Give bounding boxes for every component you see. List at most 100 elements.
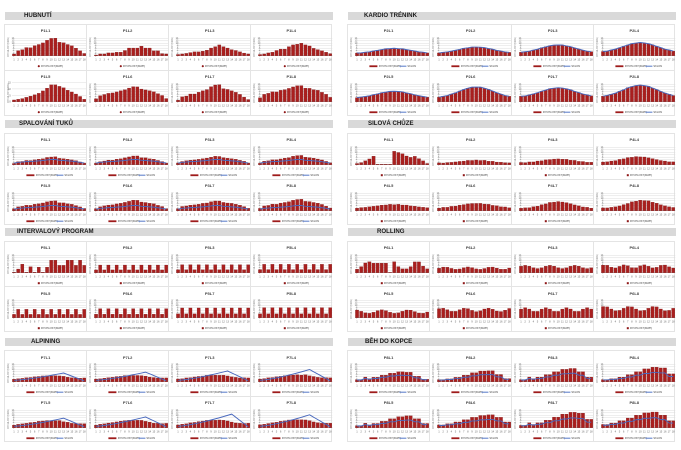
svg-text:13: 13 xyxy=(226,103,229,107)
svg-text:9: 9 xyxy=(553,58,555,62)
svg-text:16: 16 xyxy=(157,274,160,278)
svg-text:4: 4 xyxy=(95,312,97,315)
svg-text:8: 8 xyxy=(177,371,179,374)
svg-text:6: 6 xyxy=(34,212,36,216)
svg-text:8: 8 xyxy=(206,430,208,434)
svg-text:13: 13 xyxy=(651,320,654,324)
svg-text:9: 9 xyxy=(293,430,295,434)
svg-text:8: 8 xyxy=(549,274,551,278)
svg-text:2: 2 xyxy=(17,167,19,171)
svg-text:12: 12 xyxy=(58,320,61,324)
svg-text:4: 4 xyxy=(451,58,453,62)
svg-text:2: 2 xyxy=(13,269,15,272)
svg-text:8: 8 xyxy=(13,261,15,264)
svg-text:11: 11 xyxy=(479,167,482,171)
svg-text:18: 18 xyxy=(426,384,429,388)
svg-text:9: 9 xyxy=(471,167,473,171)
svg-text:7: 7 xyxy=(202,212,204,216)
svg-text:RYCHLOST(KM/H): RYCHLOST(KM/H) xyxy=(433,254,435,274)
svg-text:10: 10 xyxy=(475,103,478,107)
svg-text:RYCHLOST(KM/H): RYCHLOST(KM/H) xyxy=(287,110,309,114)
svg-text:4: 4 xyxy=(438,421,440,424)
svg-text:8: 8 xyxy=(631,320,633,324)
svg-text:14: 14 xyxy=(573,274,576,278)
svg-text:16: 16 xyxy=(582,212,585,216)
svg-text:3: 3 xyxy=(365,167,367,171)
svg-text:RYCHLOST(KM/H): RYCHLOST(KM/H) xyxy=(205,64,227,68)
svg-text:11: 11 xyxy=(561,103,564,107)
svg-text:7: 7 xyxy=(463,430,465,434)
svg-text:SKLON: SKLON xyxy=(64,390,73,394)
svg-text:18: 18 xyxy=(83,384,86,388)
svg-text:SKLON: SKLON xyxy=(311,173,320,177)
svg-text:7: 7 xyxy=(545,58,547,62)
svg-text:12: 12 xyxy=(222,320,225,324)
svg-text:15: 15 xyxy=(660,167,663,171)
svg-text:14: 14 xyxy=(12,37,15,40)
svg-text:10: 10 xyxy=(296,274,299,278)
svg-text:4: 4 xyxy=(26,167,28,171)
svg-text:RYCHLOST(KM/H): RYCHLOST(KM/H) xyxy=(254,83,256,103)
svg-text:4: 4 xyxy=(533,58,535,62)
svg-text:9: 9 xyxy=(553,167,555,171)
svg-text:18: 18 xyxy=(247,212,250,216)
svg-text:12: 12 xyxy=(94,149,97,152)
svg-text:13: 13 xyxy=(569,274,572,278)
svg-text:4: 4 xyxy=(108,384,110,388)
svg-text:12: 12 xyxy=(437,256,440,259)
svg-text:SKLON: SKLON xyxy=(407,64,416,68)
svg-text:14: 14 xyxy=(491,384,494,388)
svg-text:10: 10 xyxy=(214,212,217,216)
svg-text:11: 11 xyxy=(218,103,221,107)
svg-text:10: 10 xyxy=(296,103,299,107)
svg-text:12: 12 xyxy=(437,302,440,305)
svg-text:5: 5 xyxy=(455,103,457,107)
svg-text:RYCHLOST(KM/H): RYCHLOST(KM/H) xyxy=(543,436,565,440)
svg-text:16: 16 xyxy=(157,384,160,388)
svg-text:2: 2 xyxy=(607,384,609,388)
svg-text:6: 6 xyxy=(280,384,282,388)
svg-text:18: 18 xyxy=(590,58,593,62)
svg-text:14: 14 xyxy=(409,167,412,171)
svg-text:0: 0 xyxy=(13,209,15,212)
svg-text:14: 14 xyxy=(491,430,494,434)
svg-text:4: 4 xyxy=(520,159,522,162)
svg-text:2: 2 xyxy=(99,58,101,62)
svg-text:16: 16 xyxy=(417,103,420,107)
svg-text:RYCHLOST(KM/H): RYCHLOST(KM/H) xyxy=(36,436,58,440)
svg-text:SKLON: SKLON xyxy=(572,110,581,114)
svg-text:11: 11 xyxy=(479,320,482,324)
svg-text:5: 5 xyxy=(9,93,11,97)
svg-text:16: 16 xyxy=(74,212,77,216)
svg-text:9: 9 xyxy=(636,58,638,62)
svg-text:14: 14 xyxy=(312,103,315,107)
svg-text:RYCHLOST(KM/H): RYCHLOST(KM/H) xyxy=(172,83,174,103)
svg-text:1: 1 xyxy=(259,167,261,171)
svg-text:6: 6 xyxy=(198,212,200,216)
svg-text:14: 14 xyxy=(66,58,69,62)
svg-text:14: 14 xyxy=(12,363,15,366)
svg-text:18: 18 xyxy=(165,58,168,62)
svg-text:5: 5 xyxy=(194,430,196,434)
svg-text:2: 2 xyxy=(259,161,261,164)
svg-text:7: 7 xyxy=(120,167,122,171)
svg-text:14: 14 xyxy=(176,300,179,303)
svg-text:17: 17 xyxy=(79,274,82,278)
svg-text:4: 4 xyxy=(190,212,192,216)
svg-text:10: 10 xyxy=(519,42,522,45)
svg-text:8: 8 xyxy=(259,154,261,157)
svg-text:3: 3 xyxy=(611,58,613,62)
svg-text:18: 18 xyxy=(165,103,168,107)
svg-text:3: 3 xyxy=(447,167,449,171)
svg-text:15: 15 xyxy=(234,212,237,216)
svg-text:14: 14 xyxy=(409,320,412,324)
svg-text:10: 10 xyxy=(557,167,560,171)
svg-text:11: 11 xyxy=(54,58,57,62)
svg-text:2: 2 xyxy=(182,430,184,434)
svg-text:12: 12 xyxy=(12,40,15,43)
svg-text:RYCHLOST(KM/H): RYCHLOST(KM/H) xyxy=(384,173,406,177)
svg-text:16: 16 xyxy=(321,167,324,171)
svg-text:12: 12 xyxy=(304,384,307,388)
svg-text:11: 11 xyxy=(397,430,400,434)
svg-text:17: 17 xyxy=(325,384,328,388)
